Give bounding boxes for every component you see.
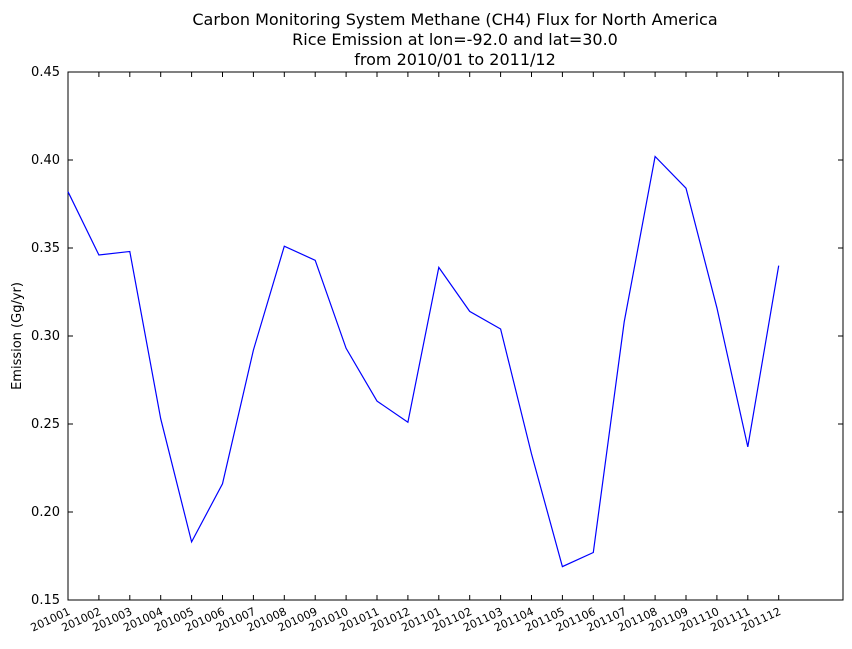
y-tick-label: 0.35 (31, 241, 60, 256)
y-axis-label: Emission (Gg/yr) (10, 282, 25, 390)
chart-title-line-1: Carbon Monitoring System Methane (CH4) F… (192, 10, 717, 29)
y-tick-label: 0.25 (31, 417, 60, 432)
chart-title-line-2: Rice Emission at lon=-92.0 and lat=30.0 (292, 30, 618, 49)
y-tick-label: 0.30 (31, 329, 60, 344)
y-tick-label: 0.45 (31, 65, 60, 80)
chart-title-line-3: from 2010/01 to 2011/12 (354, 50, 556, 69)
y-tick-label: 0.40 (31, 153, 60, 168)
y-tick-label: 0.20 (31, 505, 60, 520)
series-line (67, 155, 780, 568)
y-tick-label: 0.15 (31, 593, 60, 608)
